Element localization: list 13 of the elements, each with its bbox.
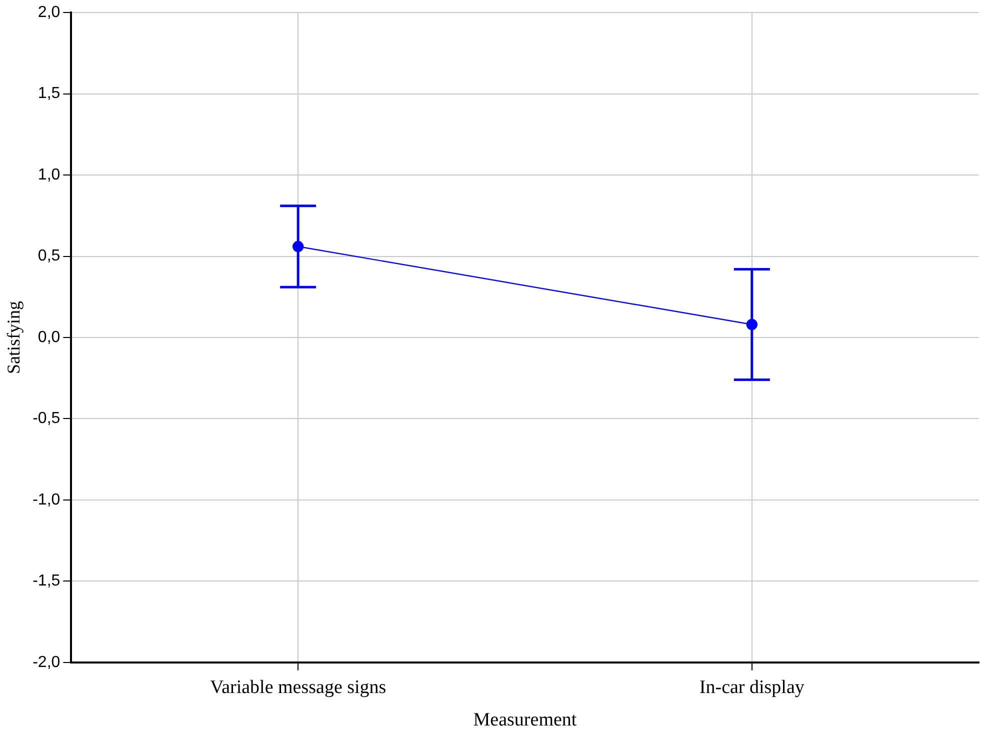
x-axis-title: Measurement <box>473 710 578 731</box>
x-tick-label: In-car display <box>699 676 805 698</box>
y-tick-label: -1,5 <box>32 572 60 590</box>
y-tick-label: -0,5 <box>32 410 60 428</box>
y-tick-label: 1,0 <box>38 166 60 184</box>
x-tick-label: Variable message signs <box>210 676 386 698</box>
y-tick-label: 1,5 <box>38 85 60 102</box>
y-tick-label: 0,0 <box>38 328 60 346</box>
y-tick-label: -1,0 <box>32 491 60 508</box>
y-tick-label: 2,0 <box>38 4 60 22</box>
y-axis-title: Satisfying <box>4 300 24 374</box>
y-tick-label: 0,5 <box>38 248 60 265</box>
y-tick-label: -2,0 <box>32 654 60 671</box>
